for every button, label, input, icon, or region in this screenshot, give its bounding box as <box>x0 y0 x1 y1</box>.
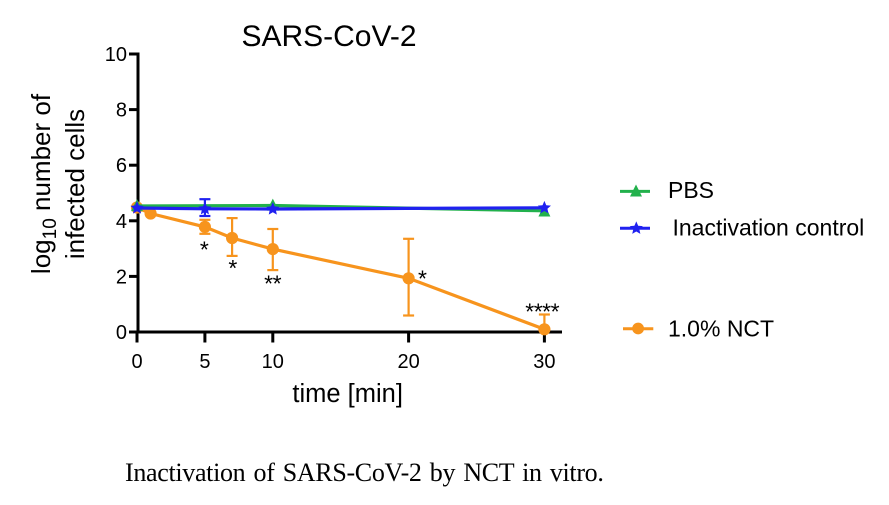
svg-text:1.0% NCT: 1.0% NCT <box>668 316 774 342</box>
svg-text:SARS-CoV-2: SARS-CoV-2 <box>241 20 416 53</box>
svg-text:2: 2 <box>116 266 127 288</box>
svg-text:*: * <box>200 237 209 263</box>
svg-text:10: 10 <box>105 44 127 66</box>
svg-text:4: 4 <box>116 211 127 233</box>
svg-text:Inactivation control: Inactivation control <box>673 215 865 241</box>
svg-text:10: 10 <box>262 351 284 373</box>
svg-text:6: 6 <box>116 155 127 177</box>
svg-text:****: **** <box>525 299 559 325</box>
svg-text:5: 5 <box>199 351 210 373</box>
svg-text:8: 8 <box>116 100 127 122</box>
svg-text:30: 30 <box>533 351 555 373</box>
svg-text:log10 number of: log10 number of <box>26 93 61 274</box>
svg-text:time [min]: time [min] <box>292 380 403 408</box>
svg-text:Inactivation of SARS-CoV-2 by: Inactivation of SARS-CoV-2 by NCT in vit… <box>125 458 604 487</box>
svg-text:infected cells: infected cells <box>60 109 90 259</box>
svg-text:*: * <box>418 266 427 292</box>
svg-text:*: * <box>228 255 237 281</box>
svg-text:**: ** <box>264 271 281 297</box>
svg-text:0: 0 <box>116 322 127 344</box>
svg-text:20: 20 <box>397 351 419 373</box>
svg-text:PBS: PBS <box>668 177 714 203</box>
svg-text:0: 0 <box>131 351 142 373</box>
